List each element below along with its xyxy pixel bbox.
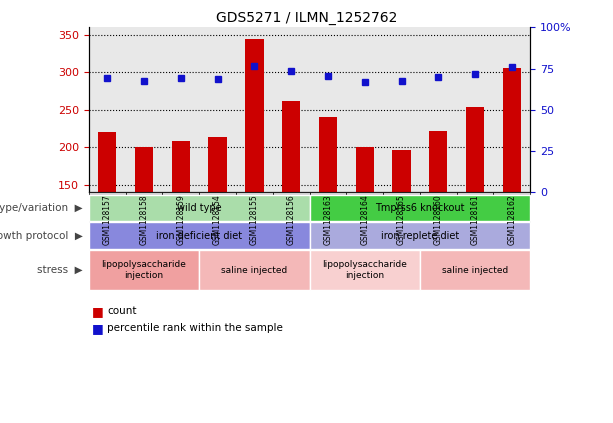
Bar bbox=[282, 101, 300, 192]
Text: lipopolysaccharide
injection: lipopolysaccharide injection bbox=[102, 261, 186, 280]
Text: genotype/variation  ▶: genotype/variation ▶ bbox=[0, 203, 83, 213]
Text: GSM1128164: GSM1128164 bbox=[360, 195, 369, 245]
Text: GSM1128155: GSM1128155 bbox=[250, 195, 259, 245]
Text: saline injected: saline injected bbox=[221, 266, 287, 275]
Text: Tmprss6 knockout: Tmprss6 knockout bbox=[375, 203, 465, 213]
Bar bbox=[466, 107, 484, 192]
Bar bbox=[98, 132, 116, 192]
Text: GDS5271 / ILMN_1252762: GDS5271 / ILMN_1252762 bbox=[216, 11, 397, 25]
Text: GSM1128159: GSM1128159 bbox=[177, 195, 185, 245]
Bar bbox=[503, 68, 521, 192]
Bar bbox=[135, 148, 153, 192]
Bar bbox=[208, 137, 227, 192]
Text: count: count bbox=[107, 306, 137, 316]
Text: GSM1128162: GSM1128162 bbox=[508, 195, 516, 245]
Bar bbox=[356, 148, 374, 192]
Text: GSM1128163: GSM1128163 bbox=[324, 195, 332, 245]
Text: GSM1128158: GSM1128158 bbox=[140, 195, 148, 245]
Text: growth protocol  ▶: growth protocol ▶ bbox=[0, 231, 83, 241]
Text: lipopolysaccharide
injection: lipopolysaccharide injection bbox=[322, 261, 407, 280]
Text: wild type: wild type bbox=[177, 203, 221, 213]
Text: GSM1128156: GSM1128156 bbox=[287, 195, 295, 245]
Text: GSM1128154: GSM1128154 bbox=[213, 195, 222, 245]
Bar bbox=[319, 117, 337, 192]
Text: saline injected: saline injected bbox=[442, 266, 508, 275]
Text: ■: ■ bbox=[92, 322, 104, 335]
Text: percentile rank within the sample: percentile rank within the sample bbox=[107, 323, 283, 333]
Text: GSM1128160: GSM1128160 bbox=[434, 195, 443, 245]
Text: GSM1128161: GSM1128161 bbox=[471, 195, 479, 245]
Text: GSM1128165: GSM1128165 bbox=[397, 195, 406, 245]
Text: GSM1128157: GSM1128157 bbox=[103, 195, 112, 245]
Text: ■: ■ bbox=[92, 305, 104, 318]
Bar bbox=[429, 131, 447, 192]
Text: iron replete diet: iron replete diet bbox=[381, 231, 459, 241]
Bar bbox=[392, 151, 411, 192]
Text: stress  ▶: stress ▶ bbox=[37, 265, 83, 275]
Bar bbox=[245, 39, 264, 192]
Text: iron deficient diet: iron deficient diet bbox=[156, 231, 242, 241]
Bar bbox=[172, 141, 190, 192]
